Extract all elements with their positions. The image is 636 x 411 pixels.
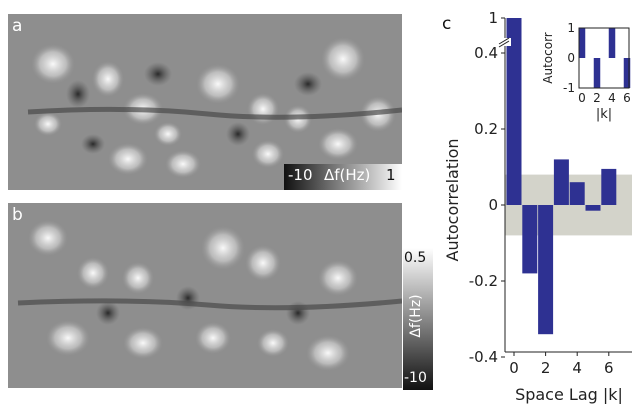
axis-break-mark bbox=[498, 40, 510, 48]
inset-x-tick-label: 6 bbox=[623, 91, 631, 105]
y-tick-label: -0.2 bbox=[469, 272, 498, 290]
panel-letter-a: a bbox=[12, 16, 23, 36]
afm-image-a-graphic bbox=[8, 14, 402, 190]
x-tick-label: 6 bbox=[604, 359, 614, 377]
inset-bar bbox=[623, 58, 631, 88]
axis-break-mark bbox=[498, 37, 510, 45]
inset-x-tick-label: 2 bbox=[593, 91, 601, 105]
y-axis-label: Autocorrelation bbox=[443, 139, 462, 262]
inset-y-tick-label: 0 bbox=[567, 51, 575, 65]
inset-x-tick-label: 4 bbox=[608, 91, 616, 105]
inset-x-tick-label: 0 bbox=[578, 91, 586, 105]
inset-bar bbox=[608, 28, 616, 58]
colorbar-a-min: -10 bbox=[288, 166, 313, 184]
afm-image-b-graphic bbox=[8, 203, 402, 388]
inset-y-tick-label: -1 bbox=[563, 81, 575, 95]
inset-y-tick-label: 1 bbox=[567, 21, 575, 35]
x-tick-label: 0 bbox=[509, 359, 519, 377]
colorbar-b: 0.5 Δf(Hz) -10 bbox=[403, 248, 433, 390]
inset-bar bbox=[578, 28, 586, 58]
autocorr-bar bbox=[585, 205, 601, 211]
y-tick-label: 0.4 bbox=[474, 44, 498, 62]
x-tick-label: 4 bbox=[572, 359, 582, 377]
afm-image-a: a -10 Δf(Hz) 1 bbox=[8, 14, 402, 190]
autocorr-bar bbox=[569, 182, 585, 205]
y-tick-label: 1 bbox=[488, 9, 498, 27]
colorbar-a-quantity: Δf(Hz) bbox=[324, 166, 371, 184]
autocorr-bar bbox=[538, 205, 554, 335]
x-axis-label: Space Lag |k| bbox=[515, 385, 623, 404]
panel-letter-b: b bbox=[12, 205, 23, 225]
autocorr-bar bbox=[522, 205, 538, 274]
autocorr-bar bbox=[553, 159, 569, 205]
afm-image-b: b bbox=[8, 203, 402, 388]
autocorrelation-chart: c -0.4 -0.2 0 0.2 0.4 1 0 2 4 6 Space Lag |k| Autoc… bbox=[420, 0, 636, 406]
inset-bar bbox=[593, 58, 601, 88]
panel-letter-c: c bbox=[442, 14, 452, 34]
colorbar-a bbox=[284, 164, 402, 190]
axis-break-gap bbox=[499, 38, 511, 46]
y-tick-label: -0.4 bbox=[469, 348, 498, 366]
y-tick-label: 0 bbox=[488, 196, 498, 214]
autocorr-bar bbox=[601, 168, 617, 205]
colorbar-b-max: 0.5 bbox=[404, 250, 427, 266]
colorbar-b-graphic bbox=[403, 248, 433, 390]
autocorr-bar bbox=[506, 18, 522, 205]
inset-x-axis-label: |k| bbox=[596, 107, 612, 122]
x-tick-label: 2 bbox=[541, 359, 551, 377]
inset-frame bbox=[578, 27, 630, 89]
inset-y-axis-label: Autocorr bbox=[541, 32, 555, 84]
colorbar-a-max: 1 bbox=[386, 166, 396, 184]
y-tick-label: 0.2 bbox=[474, 120, 498, 138]
colorbar-b-min: -10 bbox=[404, 370, 427, 386]
